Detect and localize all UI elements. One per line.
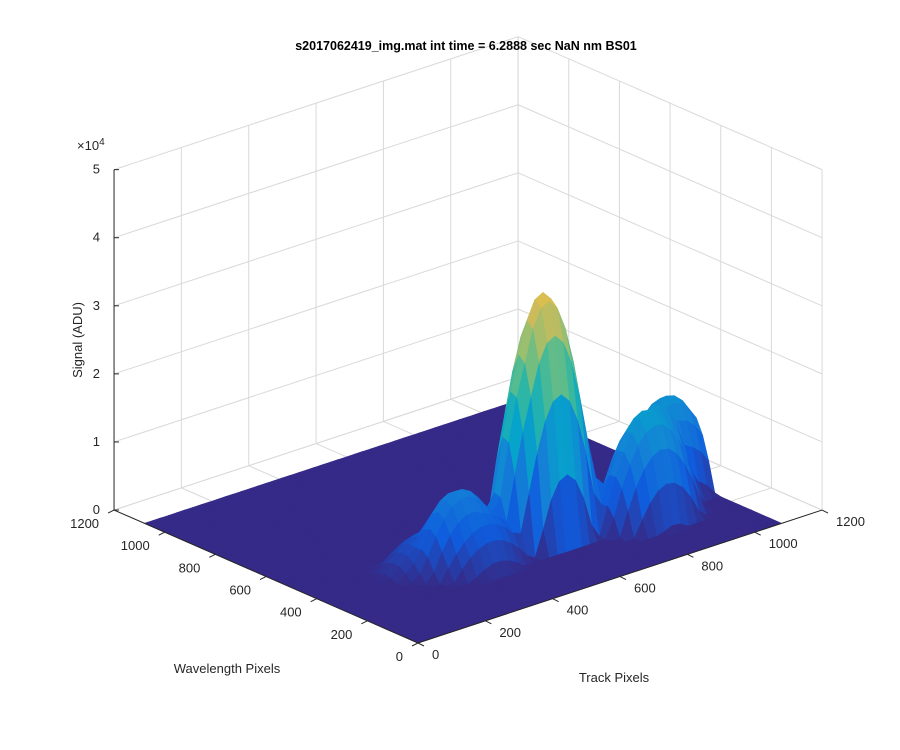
y-tick-label: 600 [229,583,251,598]
y-tick-mark [107,509,115,514]
y-tick-mark [310,598,317,603]
x-tick-label: 200 [499,625,521,640]
y-axis-label: Wavelength Pixels [174,661,281,676]
x-tick-label: 600 [634,581,656,596]
grid-line [113,376,519,511]
x-tick-label: 400 [567,603,589,618]
x-tick-mark [417,642,425,647]
x-tick-mark [619,576,627,580]
y-tick-mark [158,531,165,536]
y-tick-mark [259,576,267,580]
z-axis-label: Signal (ADU) [70,302,85,378]
x-tick-label: 1000 [769,536,798,551]
y-tick-label: 1200 [70,516,99,531]
x-axis-label: Track Pixels [579,670,650,685]
z-tick-label: 2 [93,366,100,381]
z-tick-label: 4 [93,230,100,245]
y-tick-mark [361,620,368,625]
x-tick-mark [687,553,694,558]
z-tick-label: 5 [93,162,100,177]
x-tick-mark [754,531,761,536]
y-tick-label: 200 [331,627,353,642]
y-tick-label: 400 [280,605,302,620]
z-tick-label: 0 [93,502,100,517]
chart-title: s2017062419_img.mat int time = 6.2888 se… [295,39,637,53]
x-tick-label: 0 [432,647,439,662]
axis-layer: 0200400600800100012000200400600800100012… [70,162,865,664]
x-tick-mark [821,509,829,514]
x-tick-label: 800 [701,558,723,573]
x-tick-mark [552,598,559,603]
z-tick-label: 3 [93,298,100,313]
y-tick-label: 1000 [121,538,150,553]
surface-layer [143,292,783,644]
x-tick-mark [485,620,492,625]
y-tick-mark [411,642,419,647]
y-tick-label: 800 [179,560,201,575]
y-tick-label: 0 [396,649,403,664]
x-tick-label: 1200 [836,514,865,529]
z-tick-label: 1 [93,434,100,449]
z-exponent-label: ×104 [77,137,105,153]
y-tick-mark [209,553,216,558]
